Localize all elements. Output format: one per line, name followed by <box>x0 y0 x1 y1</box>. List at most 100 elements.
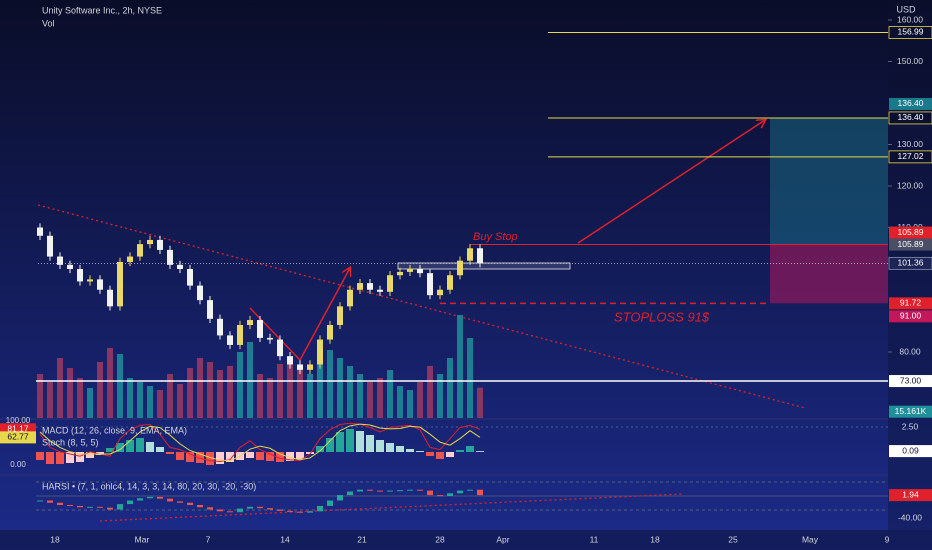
harsi-last-box <box>889 489 932 502</box>
harsi-candle <box>427 490 433 496</box>
volume-bar <box>67 368 73 418</box>
level-label: 127.02 <box>898 151 924 161</box>
harsi-candle <box>107 507 113 510</box>
target-label: 136.40 <box>898 98 924 108</box>
harsi-candle <box>277 509 283 511</box>
volume-bar <box>97 362 103 418</box>
volume-bar <box>57 358 63 418</box>
harsi-candle <box>407 489 413 491</box>
macd-bar <box>436 452 444 459</box>
candle-body <box>387 275 393 292</box>
harsi-candle <box>327 500 333 506</box>
macd-bar <box>46 452 54 464</box>
macd-bar <box>416 451 424 452</box>
x-tick-label: 14 <box>280 534 290 544</box>
x-tick-label: Apr <box>496 534 509 544</box>
harsi-candle <box>177 501 183 503</box>
stoch-tick-label: 100.00 <box>6 416 31 425</box>
trend-line <box>99 493 683 522</box>
volume-bar <box>457 315 463 418</box>
harsi-candle <box>387 490 393 492</box>
stop-zone <box>770 244 888 304</box>
candle-body <box>117 261 123 307</box>
macd-bar <box>456 450 464 452</box>
macd-bar <box>466 446 474 452</box>
macd-bar <box>276 452 284 462</box>
volume-bar <box>407 390 413 418</box>
candle-body <box>357 283 363 290</box>
harsi-candle <box>257 506 263 509</box>
volume-bar <box>417 382 423 418</box>
candle-body <box>317 339 323 365</box>
volume-bar <box>167 374 173 418</box>
macd-tick-label: 2.50 <box>902 421 919 431</box>
candle-body <box>127 256 133 262</box>
harsi-candle <box>217 509 223 512</box>
candle-body <box>167 249 173 265</box>
harsi-candle <box>247 506 253 509</box>
candle-body <box>67 264 73 269</box>
volume-bar <box>437 374 443 418</box>
stoch-d-label: 62.77 <box>7 432 29 442</box>
harsi-candle <box>227 511 233 513</box>
plot: 160.00 150.00 130.00 120.00 11 0.00 80.00 18 Mar… <box>0 14 932 544</box>
harsi-candle <box>467 489 473 491</box>
volume-bar <box>47 382 53 418</box>
candle-body <box>247 320 253 326</box>
macd-bar <box>446 452 454 457</box>
volume-label-box <box>889 405 932 418</box>
arrow <box>577 120 765 244</box>
harsi-candle <box>147 496 153 499</box>
volume-bar <box>347 366 353 418</box>
candle-body <box>137 244 143 257</box>
harsi-candle <box>137 498 143 501</box>
volume-bar <box>107 348 113 418</box>
y-tick-label: 150.00 <box>897 56 923 66</box>
macd-bar <box>156 447 164 452</box>
x-tick-label: Mar <box>135 534 150 544</box>
macd-bar <box>116 443 124 452</box>
harsi-candle <box>357 489 363 492</box>
macd-bar <box>346 429 354 452</box>
level-label: 73.00 <box>900 375 922 385</box>
harsi-candle <box>267 508 273 510</box>
candle-body <box>217 318 223 336</box>
harsi-candle <box>117 504 123 510</box>
volume-bar <box>387 370 393 418</box>
candle-body <box>207 300 213 319</box>
candle-body <box>237 325 243 345</box>
marker-label: 91.00 <box>900 311 922 321</box>
arrow <box>249 268 350 362</box>
volume-bar <box>297 368 303 418</box>
macd-bar <box>426 452 434 456</box>
last-price-label-box <box>888 256 932 270</box>
macd-bar <box>106 448 114 452</box>
x-tick-label: 21 <box>357 534 367 544</box>
macd-bar <box>76 452 84 462</box>
harsi-candle <box>447 493 453 496</box>
annotation: Buy Stop <box>473 231 518 243</box>
harsi-candle <box>67 505 73 506</box>
entry-label-box <box>889 226 932 239</box>
volume-bar <box>267 378 273 418</box>
macd-bar <box>206 452 214 465</box>
harsi-candle <box>347 491 353 496</box>
stoch-k <box>39 422 481 462</box>
candle-body <box>87 279 93 282</box>
volume-bar <box>357 374 363 418</box>
volume-bar <box>127 378 133 418</box>
x-tick-label: 11 <box>590 534 599 544</box>
harsi-candle <box>87 506 93 508</box>
volume-bar <box>337 358 343 418</box>
macd-bar <box>406 449 414 452</box>
volume-bar <box>87 388 93 418</box>
macd-bar <box>336 432 344 452</box>
macd-bar <box>176 452 184 460</box>
last-price-label: 101.36 <box>898 258 924 268</box>
candle-body <box>197 285 203 301</box>
harsi-candle <box>417 489 423 491</box>
candle-body <box>417 269 423 274</box>
harsi-candle <box>157 496 163 499</box>
volume-bar <box>467 338 473 418</box>
stoch-title: Stoch (8, 5, 5) <box>42 437 99 447</box>
